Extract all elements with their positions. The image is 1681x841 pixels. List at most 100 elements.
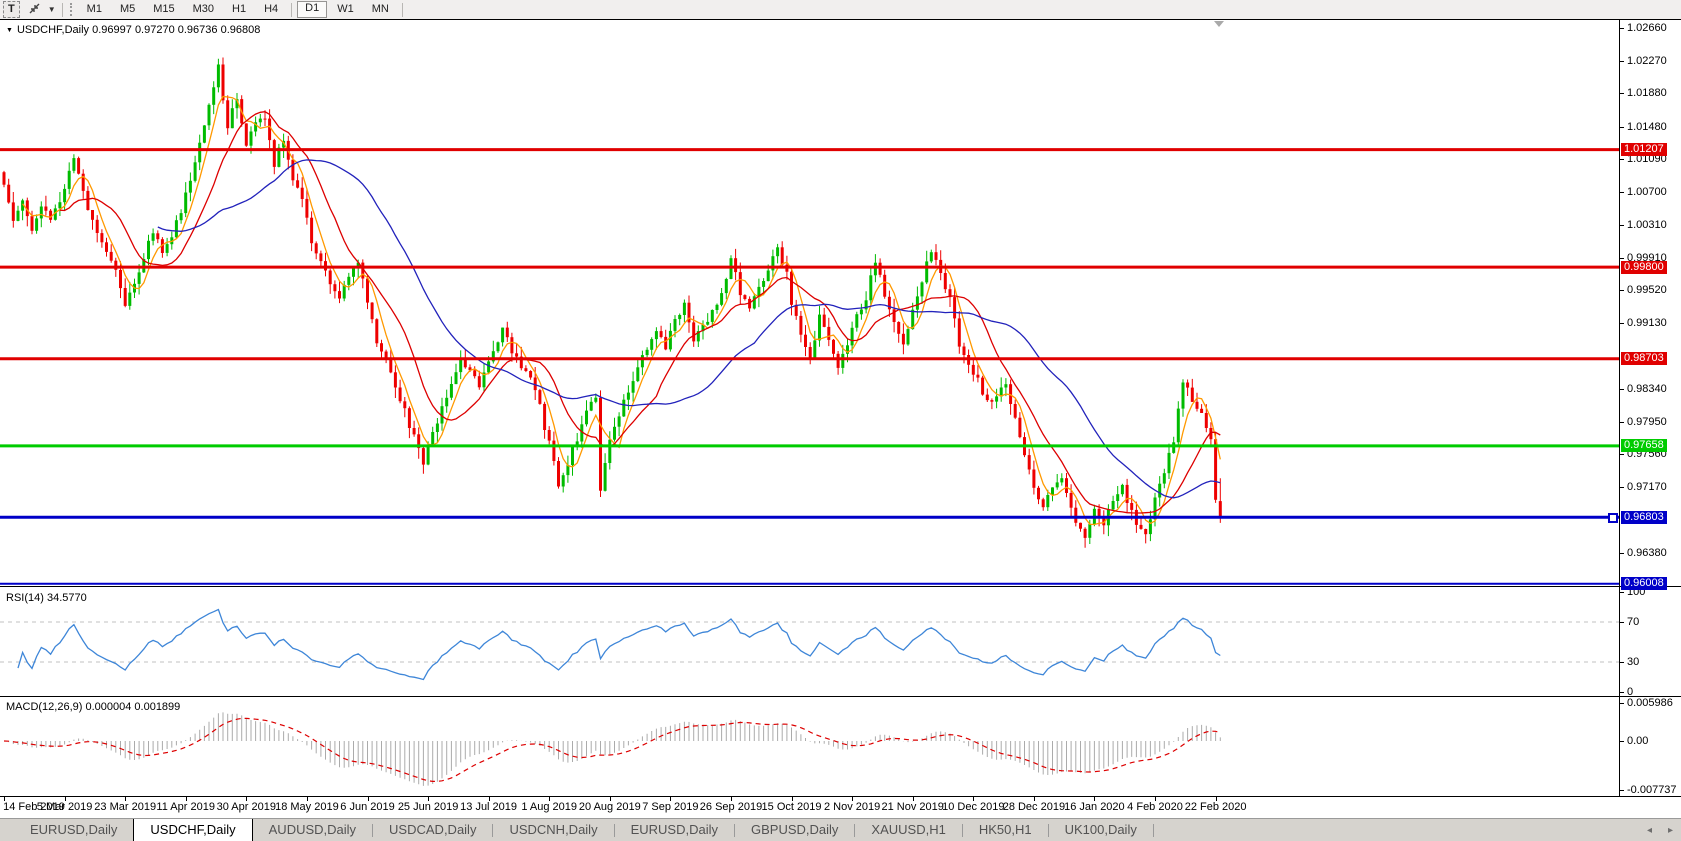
- rsi-tick-label: 0: [1627, 686, 1634, 698]
- text-tool-button[interactable]: T: [3, 1, 20, 18]
- date-tick: [1094, 797, 1096, 801]
- date-label: 10 Dec 2019: [942, 801, 1005, 813]
- chart-shift-marker[interactable]: [1214, 21, 1224, 27]
- moving-average-0: [22, 95, 1221, 526]
- axis-tick: [1620, 454, 1624, 456]
- axis-tick: [1620, 790, 1624, 792]
- date-label: 28 Dec 2019: [1002, 801, 1066, 813]
- arrows-tool-button[interactable]: [23, 1, 46, 18]
- date-label: 21 Nov 2019: [881, 801, 944, 813]
- date-tick: [973, 797, 975, 801]
- axis-tick: [1620, 257, 1624, 259]
- chart-tab[interactable]: EURUSD,Daily: [30, 822, 118, 837]
- toolbar-grip[interactable]: [69, 3, 75, 16]
- date-tick: [1155, 797, 1156, 801]
- axis-tick: [1620, 126, 1624, 128]
- date-tick: [609, 797, 611, 801]
- axis-tick: [1620, 290, 1624, 292]
- level-price-badge: 0.96803: [1621, 510, 1667, 524]
- timeframe-button-D1[interactable]: D1: [297, 1, 328, 18]
- timeframe-button-M30[interactable]: M30: [192, 3, 215, 15]
- date-label: 1 Aug 2019: [521, 801, 578, 813]
- candlestick-plot[interactable]: [0, 20, 1620, 586]
- tab-scroll-right-icon[interactable]: ▸: [1667, 825, 1673, 836]
- date-tick: [125, 797, 127, 801]
- axis-tick: [1620, 421, 1624, 423]
- axis-tick: [1620, 703, 1624, 705]
- price-tick-label: 1.01090: [1627, 153, 1667, 166]
- timeframe-button-M5[interactable]: M5: [119, 3, 136, 15]
- timeframe-button-W1[interactable]: W1: [337, 3, 354, 15]
- chart-tab[interactable]: HK50,H1: [978, 822, 1032, 837]
- date-tick: [246, 797, 248, 801]
- down-candle-wicks: [3, 57, 1221, 548]
- level-price-badge: 0.97658: [1621, 439, 1667, 453]
- macd-title: MACD(12,26,9) 0.000004 0.001899: [6, 701, 181, 713]
- date-tick: [64, 797, 66, 801]
- axis-tick: [1620, 622, 1624, 623]
- date-tick: [185, 797, 187, 801]
- timeframe-button-H4[interactable]: H4: [264, 3, 279, 15]
- toolbar-separator: [291, 2, 293, 17]
- double-arrow-icon: [29, 3, 40, 14]
- date-label: 14 Feb 2019: [3, 801, 65, 813]
- macd-tick-label: 0.005986: [1627, 697, 1673, 710]
- chart-tab[interactable]: AUDUSD,Daily: [268, 822, 357, 837]
- date-tick: [549, 797, 551, 801]
- chart-symbol-label: USDCHF,Daily: [16, 24, 90, 36]
- date-tick: [4, 797, 5, 801]
- timeframe-button-M1[interactable]: M1: [86, 3, 102, 15]
- chart-tab-bar: EURUSD,Daily USDCHF,Daily AUDUSD,Daily USDC…: [0, 818, 1681, 841]
- chart-tab[interactable]: XAUUSD,H1: [871, 822, 946, 837]
- toolbar: T ▼ M1 M5 M15 M30 H1 H4 D1 W1 MN: [0, 0, 1681, 20]
- price-tick-label: 1.00310: [1627, 218, 1667, 231]
- chart-title: ▼ USDCHF,Daily 0.96997 0.97270 0.96736 0.…: [6, 24, 260, 36]
- tab-separator: [1152, 824, 1154, 837]
- price-tick-label: 1.02270: [1627, 54, 1667, 67]
- rsi-plot[interactable]: [0, 588, 1620, 696]
- macd-tick-label: -0.007737: [1627, 784, 1677, 797]
- date-tick: [670, 797, 672, 801]
- chart-tab[interactable]: USDCNH,Daily: [509, 822, 598, 837]
- date-label: 23 Mar 2019: [94, 801, 157, 813]
- dropdown-caret-icon[interactable]: ▼: [47, 5, 56, 14]
- date-axis[interactable]: 14 Feb 2019 5 Mar 2019 23 Mar 2019 11 Apr 2…: [0, 797, 1681, 818]
- price-tick-label: 0.97170: [1627, 480, 1667, 493]
- timeframe-button-group: M1 M5 M15 M30 H1 H4 D1 W1 MN: [78, 1, 407, 18]
- date-tick: [367, 797, 369, 801]
- collapse-triangle-icon[interactable]: ▼: [6, 27, 13, 34]
- date-label: 22 Feb 2020: [1184, 801, 1247, 813]
- price-tick-label: 1.02660: [1627, 22, 1667, 35]
- date-tick: [912, 797, 914, 801]
- macd-plot[interactable]: [0, 698, 1620, 796]
- price-tick-label: 0.97950: [1627, 415, 1667, 428]
- date-label: 4 Feb 2020: [1127, 801, 1183, 813]
- chart-tab[interactable]: EURUSD,Daily: [630, 822, 718, 837]
- timeframe-button-H1[interactable]: H1: [232, 3, 247, 15]
- axis-separator-line: [1619, 20, 1620, 797]
- axis-tick: [1620, 741, 1624, 742]
- date-label: 16 Jan 2020: [1064, 801, 1125, 813]
- axis-tick: [1620, 486, 1624, 488]
- tab-scroll-left-icon[interactable]: ◂: [1646, 825, 1652, 836]
- date-tick: [731, 797, 732, 801]
- timeframe-button-MN[interactable]: MN: [371, 3, 389, 15]
- chart-tab-active[interactable]: USDCHF,Daily: [133, 819, 253, 841]
- tabbar-leading-space: [0, 819, 14, 841]
- level-price-badge: 0.98703: [1621, 352, 1667, 366]
- price-tick-label: 1.01880: [1627, 87, 1667, 100]
- timeframe-button-M15[interactable]: M15: [153, 3, 175, 15]
- axis-tick: [1620, 592, 1624, 593]
- date-tick: [428, 797, 430, 801]
- macd-panel-bottom-border: [0, 796, 1681, 797]
- rsi-line: [17, 608, 1221, 681]
- chart-tab[interactable]: USDCAD,Daily: [389, 822, 477, 837]
- main-panel-bottom-border: [0, 586, 1681, 587]
- price-axis[interactable]: 1.02660 1.02270 1.01880 1.01480 1.01090 1.007…: [1620, 0, 1681, 818]
- chart-tab[interactable]: UK100,Daily: [1064, 822, 1137, 837]
- chart-tab[interactable]: GBPUSD,Daily: [750, 822, 839, 837]
- date-label: 15 Oct 2019: [761, 801, 822, 813]
- date-tick: [488, 797, 490, 801]
- date-tick: [791, 797, 793, 801]
